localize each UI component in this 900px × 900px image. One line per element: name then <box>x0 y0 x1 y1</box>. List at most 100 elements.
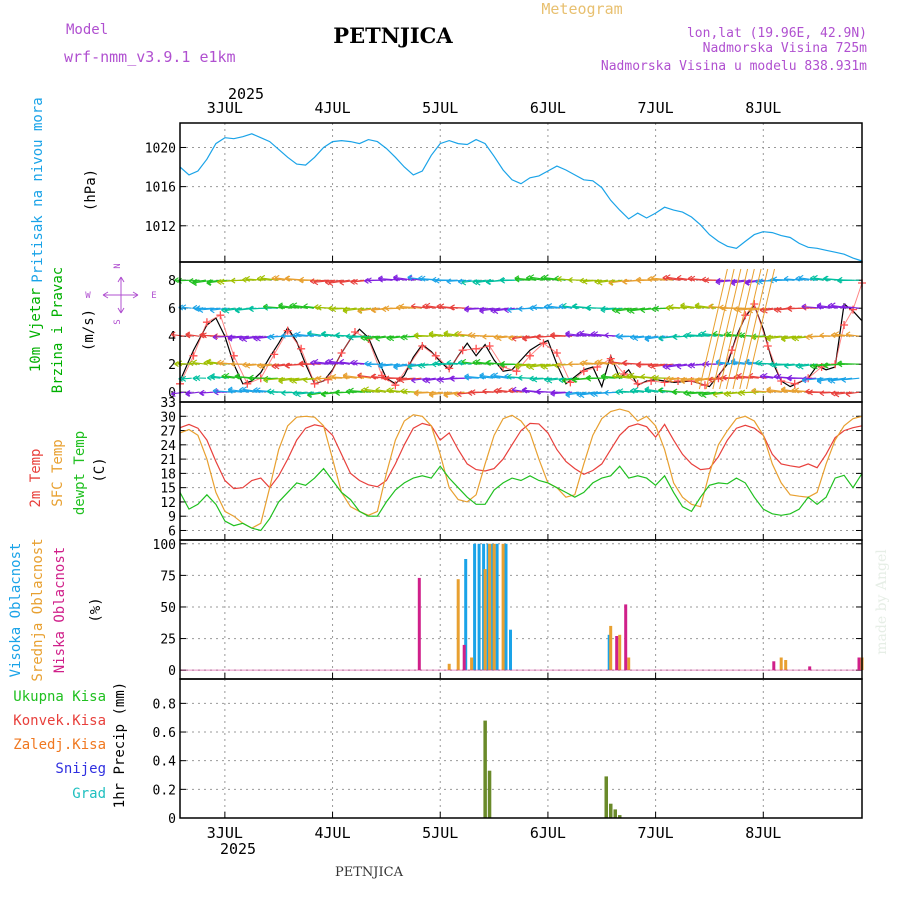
series-line <box>179 465 863 532</box>
wind-arrow-head <box>339 358 345 365</box>
y-tick-label: 27 <box>160 425 176 440</box>
wind-arrow-head <box>636 276 641 283</box>
y-tick-label: 0.8 <box>153 697 176 712</box>
wind-arrow-head <box>658 335 663 342</box>
bar <box>447 663 451 671</box>
wind-arrow <box>612 307 630 311</box>
bar <box>477 543 481 671</box>
wind-arrow-head <box>759 373 765 380</box>
wind-arrow <box>310 279 329 282</box>
wind-arrow <box>784 278 802 281</box>
wind-arrow-head <box>579 360 585 367</box>
wind-arrow-head <box>669 304 674 310</box>
wind-arrow-head <box>292 377 298 384</box>
wind-arrow-head <box>461 358 467 365</box>
wind-arrow-head <box>210 307 215 314</box>
wind-arrow <box>540 277 558 281</box>
wind-arrow-head <box>328 374 333 381</box>
wind-arrow-head <box>464 306 469 313</box>
wind-arrow-head <box>472 359 478 366</box>
wind-arrow-head <box>202 332 207 339</box>
wind-arrow-head <box>755 359 760 366</box>
wind-arrow <box>386 335 400 339</box>
wind-arrow-head <box>420 362 426 369</box>
wind-arrow-head <box>345 333 351 340</box>
wind-arrow-head <box>389 387 394 394</box>
wind-arrow-head <box>490 307 495 314</box>
wind-arrow-head <box>360 387 366 394</box>
wind-arrow <box>562 377 580 382</box>
wind-arrow-head <box>399 377 405 384</box>
wind-arrow-head <box>518 305 523 312</box>
wind-arrow <box>712 268 742 390</box>
wind-arrow-head <box>683 390 688 396</box>
wind-arrow-head <box>598 358 603 365</box>
wind-arrow <box>364 388 386 393</box>
wind-arrow-head <box>508 387 513 394</box>
wind-arrow <box>562 305 580 309</box>
wind-arrow-head <box>435 360 440 367</box>
wind-arrow-head <box>313 358 319 365</box>
wind-arrow-head <box>314 304 319 311</box>
wind-arrow-head <box>532 304 538 311</box>
wind-arrow-head <box>808 333 813 340</box>
wind-arrow-head <box>245 275 250 282</box>
wind-arrow-head <box>381 306 387 313</box>
wind-arrow-head <box>690 362 696 369</box>
precip-legend-conv: Konvek.Kisa <box>13 713 106 729</box>
y-tick-label: 6 <box>168 524 176 539</box>
wind-label-1: 10m Vjetar <box>28 288 44 372</box>
wind-arrow-head <box>467 390 473 396</box>
wind-arrow <box>199 391 214 394</box>
wind-arrow <box>580 391 601 396</box>
pressure-unit: (hPa) <box>83 169 99 211</box>
wind-arrow-head <box>263 303 268 310</box>
wind-arrow-head <box>783 275 789 282</box>
wind-compass: W E N S <box>85 263 156 324</box>
wind-arrow-head <box>353 278 358 285</box>
wind-arrow-head <box>436 376 441 383</box>
wind-arrow-head <box>594 278 599 285</box>
wind-arrow <box>618 335 637 338</box>
wind-arrow-head <box>378 275 383 282</box>
wind-arrow-head <box>499 361 505 368</box>
wind-arrow-head <box>212 387 218 394</box>
wind-arrow <box>360 335 379 339</box>
wind-arrow <box>733 307 752 310</box>
wind-arrow-head <box>671 333 677 340</box>
wind-speed-marker <box>727 346 736 355</box>
wind-arrow-head <box>457 391 462 398</box>
wind-arrow <box>185 391 199 395</box>
wind-arrow-head <box>403 388 408 395</box>
bar <box>470 657 474 671</box>
wind-arrow-head <box>493 308 499 315</box>
bar <box>604 776 608 818</box>
wind-arrow <box>227 335 250 340</box>
wind-arrow-head <box>230 277 236 284</box>
wind-arrow-head <box>565 330 570 337</box>
precip-legend-hail: Grad <box>72 786 106 802</box>
wind-arrow-head <box>608 280 613 286</box>
wind-arrow-head <box>654 375 659 382</box>
y-tick-label: 4 <box>168 330 176 345</box>
wind-arrow-head <box>827 302 833 309</box>
wind-arrow-head <box>321 330 326 337</box>
wind-arrow-head <box>431 361 437 368</box>
wind-arrow-head <box>704 277 710 284</box>
wind-speed-marker <box>310 379 319 388</box>
wind-arrow <box>339 361 357 365</box>
wind-speed-marker <box>431 351 440 360</box>
wind-arrow <box>846 391 860 395</box>
wind-arrow-head <box>256 335 261 342</box>
bar <box>456 579 460 671</box>
wind-arrow-head <box>174 277 179 284</box>
wind-arrow-head <box>493 334 499 341</box>
wind-arrow-head <box>636 362 641 369</box>
wind-speed-marker <box>647 377 656 385</box>
wind-arrow-head <box>819 390 825 397</box>
bar <box>857 657 861 671</box>
day-label-bottom: 7JUL <box>638 824 674 842</box>
wind-arrow-head <box>298 277 304 284</box>
wind-arrow <box>819 391 838 394</box>
wind-arrow-head <box>550 390 555 397</box>
